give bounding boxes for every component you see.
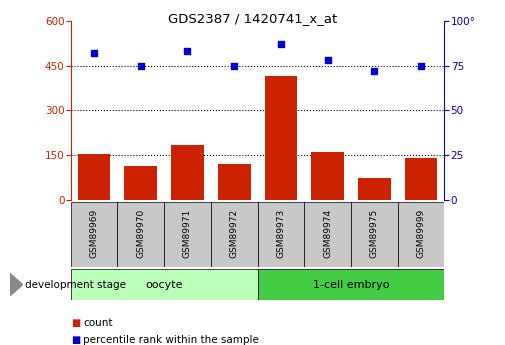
- Bar: [164, 202, 211, 267]
- Polygon shape: [10, 274, 23, 296]
- Bar: [124, 166, 157, 200]
- Text: ■: ■: [71, 318, 80, 327]
- Bar: [71, 269, 258, 300]
- Text: GSM89975: GSM89975: [370, 209, 379, 258]
- Text: development stage: development stage: [25, 280, 126, 289]
- Point: [137, 63, 145, 68]
- Bar: [258, 269, 444, 300]
- Point: [324, 57, 332, 63]
- Bar: [304, 202, 351, 267]
- Text: GSM89974: GSM89974: [323, 209, 332, 258]
- Text: GSM89973: GSM89973: [276, 209, 285, 258]
- Bar: [311, 152, 344, 200]
- Text: 1-cell embryo: 1-cell embryo: [313, 280, 389, 289]
- Bar: [358, 178, 391, 200]
- Text: GSM89999: GSM89999: [417, 209, 426, 258]
- Bar: [405, 158, 437, 200]
- Text: GSM89971: GSM89971: [183, 209, 192, 258]
- Bar: [265, 76, 297, 200]
- Point: [230, 63, 238, 68]
- Bar: [211, 202, 258, 267]
- Point: [183, 48, 191, 54]
- Bar: [351, 202, 398, 267]
- Text: oocyte: oocyte: [145, 280, 183, 289]
- Bar: [71, 202, 117, 267]
- Point: [277, 41, 285, 47]
- Text: GSM89972: GSM89972: [230, 209, 239, 258]
- Point: [90, 50, 98, 56]
- Bar: [258, 202, 304, 267]
- Text: count: count: [83, 318, 113, 327]
- Point: [370, 68, 378, 74]
- Bar: [171, 145, 204, 200]
- Text: percentile rank within the sample: percentile rank within the sample: [83, 335, 259, 345]
- Text: GDS2387 / 1420741_x_at: GDS2387 / 1420741_x_at: [168, 12, 337, 25]
- Bar: [117, 202, 164, 267]
- Bar: [78, 154, 111, 200]
- Text: GSM89970: GSM89970: [136, 209, 145, 258]
- Bar: [398, 202, 444, 267]
- Text: ■: ■: [71, 335, 80, 345]
- Bar: [218, 164, 250, 200]
- Point: [417, 63, 425, 68]
- Text: GSM89969: GSM89969: [89, 209, 98, 258]
